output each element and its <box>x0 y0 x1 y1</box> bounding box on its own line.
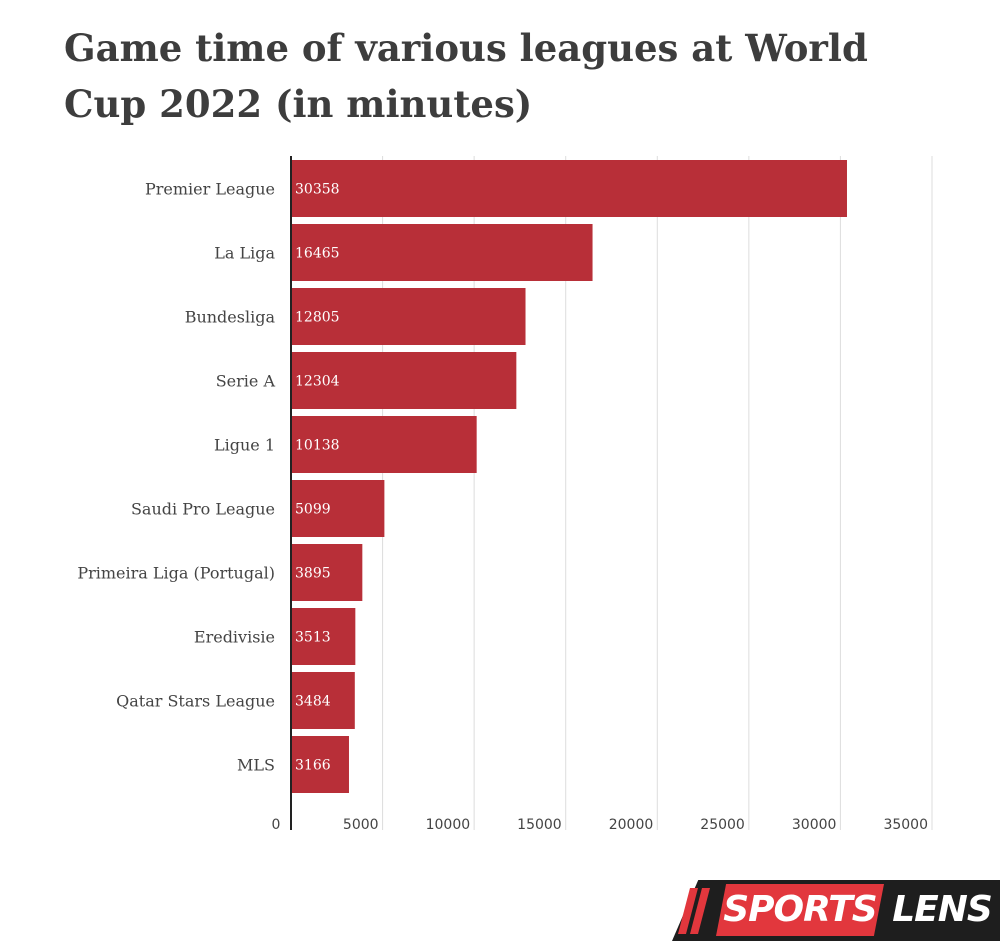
category-label: Premier League <box>145 180 275 199</box>
data-label: 30358 <box>295 182 340 198</box>
bar <box>291 224 593 281</box>
bar <box>291 480 385 537</box>
bar <box>291 416 477 473</box>
chart-title: Game time of various leagues at World Cu… <box>64 26 868 126</box>
data-label: 16465 <box>295 246 340 262</box>
x-tick-label: 15000 <box>517 817 562 833</box>
bar <box>291 608 356 665</box>
bars <box>291 160 847 793</box>
logo-lens-text: LENS <box>892 889 993 930</box>
bar <box>291 160 847 217</box>
logo-red-block <box>716 884 884 936</box>
data-label: 3166 <box>295 758 331 774</box>
data-label: 3895 <box>295 566 331 582</box>
category-label: Bundesliga <box>185 308 276 327</box>
category-label: Saudi Pro League <box>131 500 275 519</box>
x-tick-label: 35000 <box>883 817 928 833</box>
category-label: MLS <box>237 756 275 775</box>
data-label: 3484 <box>295 694 331 710</box>
x-tick-label: 10000 <box>426 817 471 833</box>
category-label: La Liga <box>214 244 275 263</box>
data-label: 12805 <box>295 310 340 326</box>
data-label: 5099 <box>295 502 331 518</box>
category-label: Primeira Liga (Portugal) <box>77 564 275 583</box>
category-label: Ligue 1 <box>214 436 275 455</box>
data-label: 12304 <box>295 374 340 390</box>
category-label: Serie A <box>216 372 276 391</box>
category-label: Qatar Stars League <box>116 692 275 711</box>
bar <box>291 736 349 793</box>
data-label: 3513 <box>295 630 331 646</box>
bar <box>291 672 355 729</box>
bar <box>291 352 517 409</box>
labels: 0 5000 10000 15000 20000 25000 30000 35000 Premi… <box>77 180 928 834</box>
bar <box>291 544 363 601</box>
sportslens-logo: SPORTS LENS <box>672 880 1000 941</box>
bar <box>291 288 526 345</box>
category-label: Eredivisie <box>194 628 275 647</box>
x-tick-label: 0 <box>272 817 281 833</box>
x-tick-label: 30000 <box>792 817 837 833</box>
data-label: 10138 <box>295 438 340 454</box>
x-tick-label: 25000 <box>700 817 745 833</box>
logo-sports-text: SPORTS <box>723 889 878 930</box>
x-tick-label: 5000 <box>343 817 379 833</box>
logo-stripes-icon <box>678 888 710 934</box>
bar-chart: 0 5000 10000 15000 20000 25000 30000 35000 Premi… <box>77 156 933 834</box>
x-tick-label: 20000 <box>609 817 654 833</box>
